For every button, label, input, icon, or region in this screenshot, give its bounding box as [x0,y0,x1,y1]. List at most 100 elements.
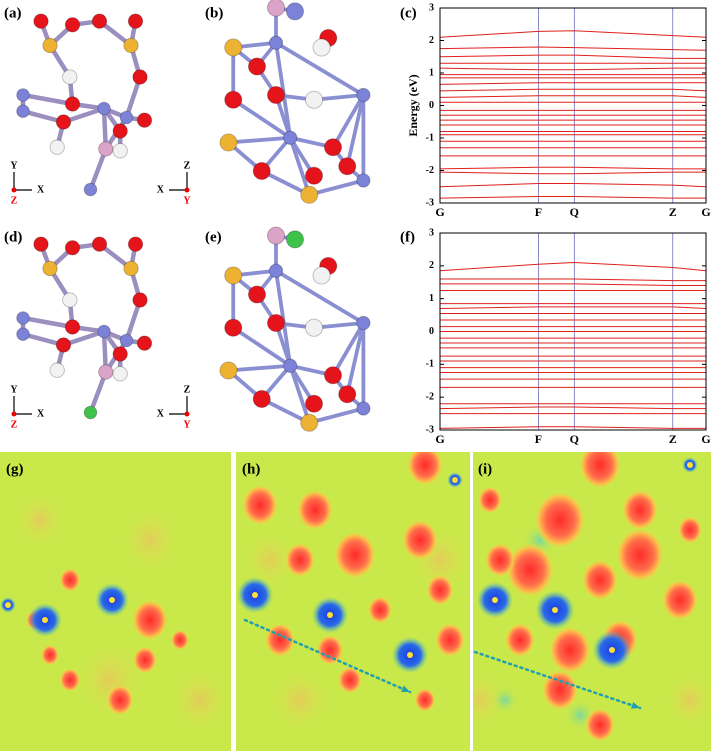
atom [33,236,49,252]
core [109,597,115,603]
atom [62,69,78,85]
band-line [439,196,706,199]
bond [331,94,366,149]
core [492,597,498,603]
atom [247,285,267,304]
bond [331,322,366,377]
molecule [16,236,153,420]
panel-label: (f) [400,229,415,245]
soft-region [170,667,230,733]
soft-region [15,492,65,548]
accumulation [426,574,454,606]
accumulation [407,452,443,486]
atom [252,161,271,181]
accumulation [297,489,333,531]
bond [260,397,311,425]
accumulation [402,519,438,561]
bond [260,169,311,197]
atom [136,335,153,351]
accumulation [59,568,81,592]
accumulation [485,543,515,577]
y-tick-label: -3 [426,424,434,435]
x-tick-label: Z [669,205,677,219]
band-line [439,426,706,429]
atom [91,13,108,29]
y-tick-label: 3 [429,227,434,238]
molecule [16,13,153,197]
atom [323,138,343,157]
atom [83,405,98,420]
accumulation [478,486,502,514]
bond [345,94,366,167]
atom [283,130,298,145]
panel-label: (a) [4,5,22,21]
atom [268,263,284,278]
bond [228,363,291,373]
atom [312,38,331,57]
atom [64,240,81,256]
panel-label: (b) [205,5,223,21]
atom [119,333,134,348]
soft-region [270,667,330,733]
accumulation [534,491,586,549]
bond [228,135,291,145]
x-tick-label: G [435,205,444,219]
core [687,462,693,468]
atom [219,133,238,152]
band-line [439,183,707,188]
plot-frame [439,7,707,204]
atom [97,324,111,339]
atom [49,139,65,155]
atom [224,318,243,337]
molecule [219,226,371,432]
atom [119,110,134,125]
accumulation [132,599,168,641]
atom [304,318,324,337]
core [452,477,458,483]
band-line [440,278,706,282]
atom [285,2,305,21]
core [552,607,558,613]
band-line [439,262,707,272]
accumulation [579,452,621,489]
accumulation [338,666,362,694]
atom [356,401,371,416]
core [327,612,333,618]
band-line [439,67,706,71]
molecule [219,0,371,204]
atom [16,88,30,102]
atom [219,361,238,380]
band-line [439,54,706,59]
x-tick-label: Z [669,432,677,446]
axis-label: Z [184,160,191,171]
atom [62,292,78,308]
atom [49,362,65,378]
y-tick-label: -2 [426,165,434,176]
band-line [439,82,706,85]
band-line [439,30,707,38]
path-arrow [243,618,412,694]
accumulation [616,527,664,583]
atom [252,389,271,409]
atom [266,313,286,333]
accumulation [171,629,189,651]
x-tick-label: F [535,432,542,446]
accumulation [662,579,698,621]
panel-label: (c) [400,5,417,21]
atom [83,182,98,197]
axis-label: X [37,408,45,419]
y-tick-label: 0 [429,326,434,337]
atom [300,413,319,432]
accumulation [549,626,591,674]
atom [112,143,128,159]
accumulation [106,684,134,716]
x-tick-label: Q [570,432,579,446]
axis-label: X [157,184,165,195]
atom [127,13,144,29]
panel-label: (d) [4,229,22,245]
panel-label: (e) [205,229,222,245]
accumulation [542,669,578,711]
atom [224,38,243,57]
atom [16,104,30,118]
x-tick-label: F [535,205,542,219]
